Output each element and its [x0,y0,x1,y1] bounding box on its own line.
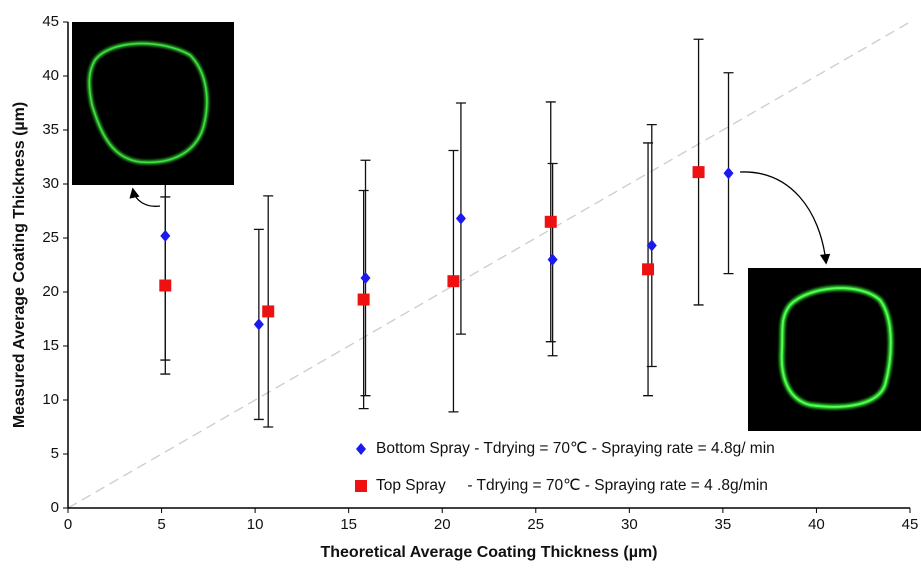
y-tick-label: 25 [42,229,59,246]
point [357,293,370,306]
x-tick-label: 20 [434,516,451,533]
point [646,239,657,252]
x-axis-title: Theoretical Average Coating Thickness (µ… [320,544,657,561]
x-tick-label: 30 [621,516,638,533]
y-tick-label: 15 [42,337,59,354]
diagonal-line [67,21,911,509]
point [723,167,734,180]
inset-left [72,22,234,185]
x-tick-label: 25 [527,516,544,533]
legend-label: Bottom Spray - Tdrying = 70℃ - Spraying … [376,440,775,457]
point [253,318,264,331]
arrow [739,171,831,265]
x-tick-label: 35 [715,516,732,533]
x-tick-label: 10 [247,516,264,533]
point [159,279,172,292]
point [547,253,558,266]
point [160,229,171,242]
x-tick-label: 40 [808,516,825,533]
point [642,263,655,276]
x-tick-label: 0 [64,516,72,533]
y-tick-label: 5 [51,445,59,462]
point [360,271,371,284]
y-tick-label: 0 [51,499,59,516]
arrow [129,187,161,207]
x-tick-label: 15 [340,516,357,533]
y-tick-label: 35 [42,121,59,138]
legend-marker [356,443,366,455]
y-tick-label: 30 [42,175,59,192]
point [544,215,557,228]
point [692,166,705,179]
y-tick-label: 45 [42,13,59,30]
x-tick-label: 5 [157,516,165,533]
point [262,305,275,318]
x-tick-label: 45 [902,516,919,533]
y-tick-label: 40 [42,67,59,84]
point [447,275,460,288]
y-tick-label: 20 [42,283,59,300]
legend-label: Top Spray - Tdrying = 70℃ - Spraying rat… [376,477,768,494]
point [455,212,466,225]
y-axis-title: Measured Average Coating Thickness (µm) [11,102,28,428]
y-tick-label: 10 [42,391,59,408]
legend-marker [355,480,367,492]
inset-right [748,268,921,431]
